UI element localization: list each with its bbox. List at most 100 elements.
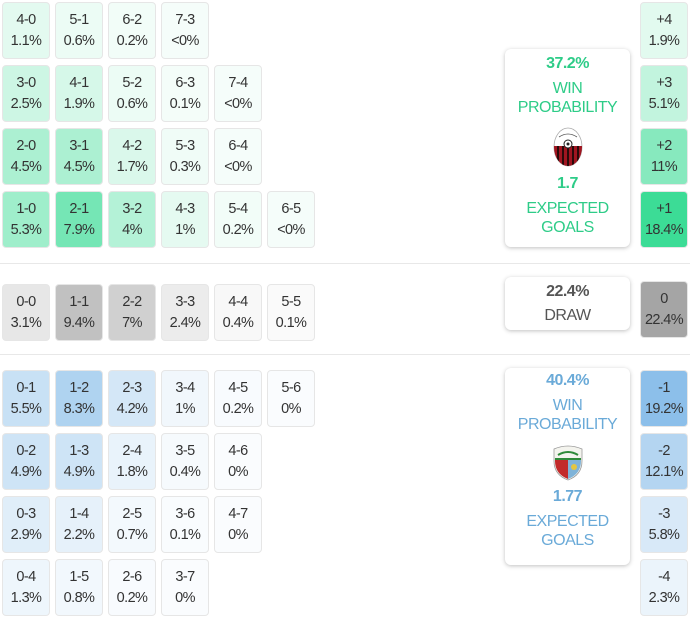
scoreline-probability: 0.2% xyxy=(222,221,254,238)
scoreline-label: 0-4 xyxy=(16,568,36,585)
draw-scoreline-cell: 2-2 7% xyxy=(108,284,156,341)
divider-top xyxy=(0,263,690,264)
home-scoreline-cell: 5-3 0.3% xyxy=(161,128,209,185)
away-win-probability: 40.4% xyxy=(546,372,589,389)
home-scoreline-cell: 3-1 4.5% xyxy=(55,128,103,185)
scoreline-probability: 4.5% xyxy=(10,158,42,175)
draw-scoreline-cell: 5-5 0.1% xyxy=(267,284,315,341)
scoreline-label: 5-4 xyxy=(228,200,248,217)
scoreline-label: 5-2 xyxy=(122,74,142,91)
scoreline-probability: 1.9% xyxy=(648,32,680,49)
home-scoreline-cell: 6-3 0.1% xyxy=(161,65,209,122)
home-scoreline-cell: 4-3 1% xyxy=(161,191,209,248)
scoreline-probability: 5.3% xyxy=(10,221,42,238)
scoreline-probability: 0.6% xyxy=(63,32,95,49)
scoreline-label: 0-3 xyxy=(16,505,36,522)
scoreline-label: 1-0 xyxy=(16,200,36,217)
away-scoreline-cell: 3-6 0.1% xyxy=(161,496,209,553)
home-scoreline-cell: 4-2 1.7% xyxy=(108,128,156,185)
scoreline-label: 3-6 xyxy=(175,505,195,522)
scoreline-probability: <0% xyxy=(224,95,252,112)
home-margin-cell: +2 11% xyxy=(640,128,688,185)
draw-scoreline-cell: 1-1 9.4% xyxy=(55,284,103,341)
away-scoreline-cell: 3-4 1% xyxy=(161,370,209,427)
scoreline-label: 6-4 xyxy=(228,137,248,154)
scoreline-probability: 18.4% xyxy=(644,221,684,238)
away-scoreline-cell: 1-2 8.3% xyxy=(55,370,103,427)
scoreline-probability: 0.4% xyxy=(222,314,254,331)
scoreline-probability: 3.1% xyxy=(10,314,42,331)
scoreline-label: 7-3 xyxy=(175,11,195,28)
scoreline-probability: 0.2% xyxy=(116,32,148,49)
scoreline-probability: 1.9% xyxy=(63,95,95,112)
away-expected-goals: 1.77 xyxy=(552,488,583,505)
scoreline-label: 2-0 xyxy=(16,137,36,154)
away-scoreline-cell: 2-4 1.8% xyxy=(108,433,156,490)
scoreline-label: 4-7 xyxy=(228,505,248,522)
scoreline-probability: 1.7% xyxy=(116,158,148,175)
home-margin-cell: +4 1.9% xyxy=(640,2,688,59)
scoreline-label: 4-6 xyxy=(228,442,248,459)
scoreline-label: -4 xyxy=(658,568,670,585)
scoreline-label: 3-7 xyxy=(175,568,195,585)
scoreline-probability: 1.8% xyxy=(116,463,148,480)
scoreline-probability: <0% xyxy=(277,221,305,238)
home-scoreline-cell: 4-1 1.9% xyxy=(55,65,103,122)
away-margin-cell: -3 5.8% xyxy=(640,496,688,553)
away-scoreline-cell: 2-6 0.2% xyxy=(108,559,156,616)
scoreline-label: 4-4 xyxy=(228,293,248,310)
home-scoreline-cell: 4-0 1.1% xyxy=(2,2,50,59)
scoreline-label: 6-2 xyxy=(122,11,142,28)
home-scoreline-cell: 6-2 0.2% xyxy=(108,2,156,59)
scoreline-label: 2-5 xyxy=(122,505,142,522)
scoreline-label: 5-3 xyxy=(175,137,195,154)
scoreline-probability: 19.2% xyxy=(644,400,684,417)
scoreline-label: 0-2 xyxy=(16,442,36,459)
scoreline-probability: 1.3% xyxy=(10,589,42,606)
scoreline-label: 3-4 xyxy=(175,379,195,396)
away-win-label-1: WIN xyxy=(552,397,583,414)
away-scoreline-cell: 1-3 4.9% xyxy=(55,433,103,490)
scoreline-label: 4-0 xyxy=(16,11,36,28)
away-scoreline-cell: 0-4 1.3% xyxy=(2,559,50,616)
home-scoreline-cell: 5-2 0.6% xyxy=(108,65,156,122)
home-summary-card: 37.2% WIN PROBABILITY 1.7 EXPECTED GOALS xyxy=(505,49,630,247)
scoreline-label: +4 xyxy=(656,11,672,28)
scoreline-probability: 9.4% xyxy=(63,314,95,331)
home-xg-label-2: GOALS xyxy=(541,219,594,236)
away-win-label-2: PROBABILITY xyxy=(517,416,618,433)
scoreline-label: 4-5 xyxy=(228,379,248,396)
scoreline-label: 1-4 xyxy=(69,505,89,522)
scoreline-label: 1-3 xyxy=(69,442,89,459)
away-scoreline-cell: 2-3 4.2% xyxy=(108,370,156,427)
scoreline-label: 0-1 xyxy=(16,379,36,396)
scoreline-label: 5-5 xyxy=(281,293,301,310)
scoreline-label: 6-3 xyxy=(175,74,195,91)
away-scoreline-cell: 3-5 0.4% xyxy=(161,433,209,490)
scoreline-probability: 0.1% xyxy=(169,95,201,112)
scoreline-probability: 7.9% xyxy=(63,221,95,238)
scoreline-probability: 4.2% xyxy=(116,400,148,417)
scoreline-label: 0 xyxy=(660,290,668,307)
away-margin-cell: -1 19.2% xyxy=(640,370,688,427)
draw-probability: 22.4% xyxy=(546,283,589,300)
scoreline-probability: 5.1% xyxy=(648,95,680,112)
scoreline-probability: <0% xyxy=(171,32,199,49)
divider-bottom xyxy=(0,354,690,355)
home-scoreline-cell: 1-0 5.3% xyxy=(2,191,50,248)
scoreline-probability: 8.3% xyxy=(63,400,95,417)
scoreline-label: 2-6 xyxy=(122,568,142,585)
scoreline-label: +2 xyxy=(656,137,672,154)
scoreline-label: 1-5 xyxy=(69,568,89,585)
scoreline-probability: 0.6% xyxy=(116,95,148,112)
scoreline-probability: 0.2% xyxy=(116,589,148,606)
scoreline-probability: 7% xyxy=(122,314,142,331)
scoreline-probability: 0% xyxy=(228,526,248,543)
scoreline-probability: 0.1% xyxy=(275,314,307,331)
away-scoreline-cell: 1-4 2.2% xyxy=(55,496,103,553)
away-scoreline-cell: 4-6 0% xyxy=(214,433,262,490)
home-scoreline-cell: 7-3 <0% xyxy=(161,2,209,59)
away-summary-card: 40.4% WIN PROBABILITY 1.77 EXPECTED GOAL… xyxy=(505,368,630,565)
scoreline-probability: 4.5% xyxy=(63,158,95,175)
home-win-probability: 37.2% xyxy=(546,55,589,72)
